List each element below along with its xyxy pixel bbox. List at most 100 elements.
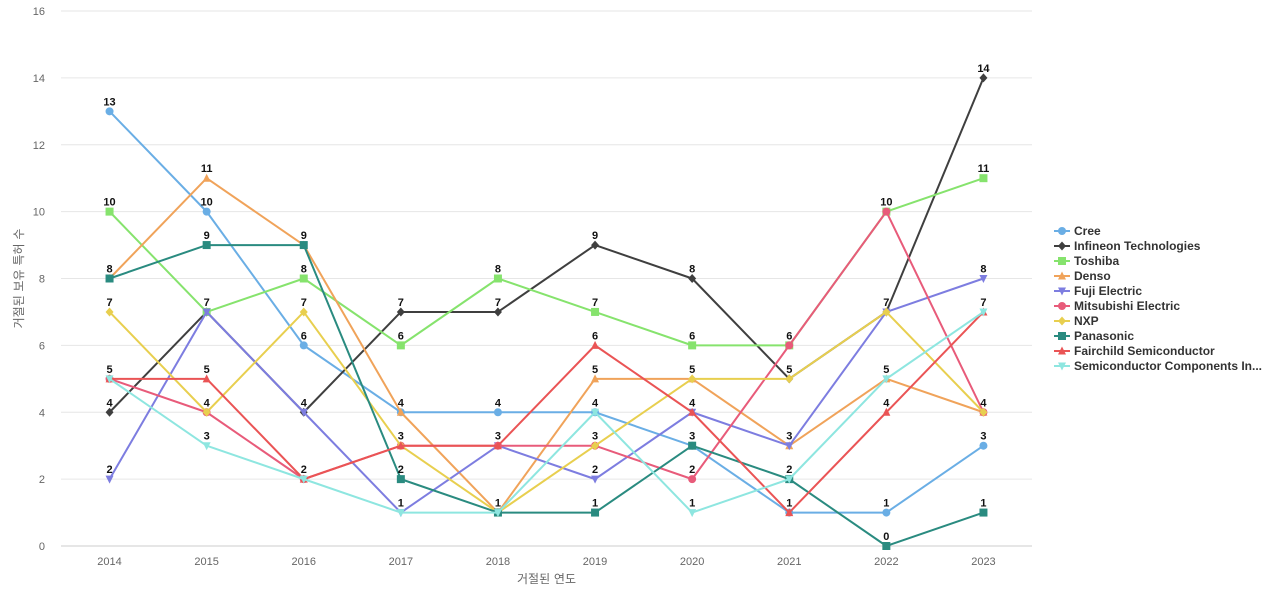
data-label: 2: [301, 464, 307, 476]
data-point: [396, 475, 405, 484]
data-point: [202, 241, 211, 250]
data-label: 3: [398, 431, 404, 443]
data-point: [688, 374, 697, 384]
y-axis: 0 2 4 6 8 10 12 14 16: [33, 6, 45, 553]
x-tick-label: 2016: [292, 556, 316, 568]
data-point: [591, 307, 600, 316]
data-label: 7: [301, 297, 307, 309]
data-point: [299, 307, 308, 317]
data-point: [105, 107, 114, 116]
legend-label: Panasonic: [1074, 329, 1134, 343]
legend-item[interactable]: Denso: [1054, 269, 1111, 283]
data-point: [396, 307, 405, 317]
data-label: 8: [495, 264, 501, 276]
data-label: 7: [106, 297, 112, 309]
data-label: 4: [301, 397, 308, 409]
data-label: 4: [980, 397, 987, 409]
data-point: [882, 407, 891, 416]
legend-item[interactable]: Panasonic: [1054, 329, 1134, 343]
data-point: [105, 207, 114, 216]
series-line: [108, 311, 985, 514]
data-point: [202, 407, 211, 417]
legend-item[interactable]: Fairchild Semiconductor: [1054, 344, 1215, 358]
legend-item[interactable]: NXP: [1054, 314, 1099, 328]
data-label: 5: [204, 364, 210, 376]
x-axis-title: 거절된 연도: [517, 572, 576, 586]
data-label: 11: [201, 163, 213, 175]
data-point: [493, 509, 502, 518]
data-label: 4: [689, 397, 696, 409]
data-point: [882, 375, 891, 384]
legend-label: Infineon Technologies: [1074, 239, 1201, 253]
x-tick-label: 2021: [777, 556, 801, 568]
x-tick-label: 2017: [389, 556, 413, 568]
x-axis: 2014 2015 2016 2017 2018 2019 2020 2021 2022 2023: [97, 556, 995, 568]
series-line: [108, 110, 985, 514]
legend-marker: [1058, 287, 1066, 296]
y-tick-label: 0: [39, 541, 45, 553]
data-point: [396, 509, 405, 518]
legend-marker: [1058, 302, 1066, 310]
data-label: 9: [592, 230, 598, 242]
data-label: 6: [592, 330, 598, 342]
data-point: [785, 341, 794, 350]
data-point: [688, 341, 697, 350]
data-point: [299, 408, 308, 417]
x-tick-label: 2022: [874, 556, 898, 568]
data-point: [105, 475, 114, 484]
data-label: 1: [786, 498, 792, 510]
data-label: 1: [883, 498, 889, 510]
data-point: [785, 475, 794, 484]
legend-label: Cree: [1074, 224, 1101, 238]
legend-label: Semiconductor Components In...: [1074, 359, 1262, 373]
data-label: 8: [301, 264, 307, 276]
data-point: [688, 274, 697, 283]
x-tick-label: 2015: [194, 556, 218, 568]
data-point: [591, 374, 600, 383]
data-label: 2: [592, 464, 598, 476]
legend-item[interactable]: Cree: [1054, 224, 1101, 238]
data-label: 5: [883, 364, 889, 376]
data-label: 6: [301, 330, 307, 342]
legend-item[interactable]: Semiconductor Components In...: [1054, 359, 1262, 373]
data-point: [979, 174, 988, 183]
y-tick-label: 12: [33, 140, 45, 152]
legend-item[interactable]: Toshiba: [1054, 254, 1119, 268]
data-label: 14: [977, 63, 990, 75]
y-tick-label: 10: [33, 207, 45, 219]
data-label: 4: [398, 397, 405, 409]
data-label: 1: [592, 498, 598, 510]
series-line: [108, 310, 985, 514]
data-label: 3: [980, 431, 986, 443]
legend-label: Fairchild Semiconductor: [1074, 344, 1215, 358]
data-point: [688, 475, 697, 484]
data-labels: 1310875421110975439876427643218743197654…: [103, 63, 990, 543]
data-point: [591, 475, 600, 484]
data-label: 7: [980, 297, 986, 309]
data-point: [396, 441, 405, 450]
legend-item[interactable]: Mitsubishi Electric: [1054, 299, 1180, 313]
data-point: [202, 173, 211, 182]
data-label: 0: [883, 531, 889, 543]
data-label: 3: [689, 431, 695, 443]
legend-marker: [1058, 316, 1066, 326]
data-label: 7: [398, 297, 404, 309]
data-label: 7: [495, 297, 501, 309]
data-point: [591, 441, 600, 451]
legend-item[interactable]: Infineon Technologies: [1054, 239, 1201, 253]
data-point: [299, 241, 308, 250]
data-label: 10: [103, 197, 115, 209]
legend-marker: [1058, 271, 1066, 280]
data-label: 2: [786, 464, 792, 476]
data-label: 1: [980, 498, 986, 510]
data-point: [591, 240, 600, 250]
data-point: [688, 509, 697, 518]
data-point: [105, 274, 114, 283]
legend-marker: [1058, 346, 1066, 355]
legend-marker: [1058, 362, 1066, 371]
y-tick-label: 2: [39, 474, 45, 486]
data-label: 7: [592, 297, 598, 309]
legend-item[interactable]: Fuji Electric: [1054, 284, 1142, 298]
